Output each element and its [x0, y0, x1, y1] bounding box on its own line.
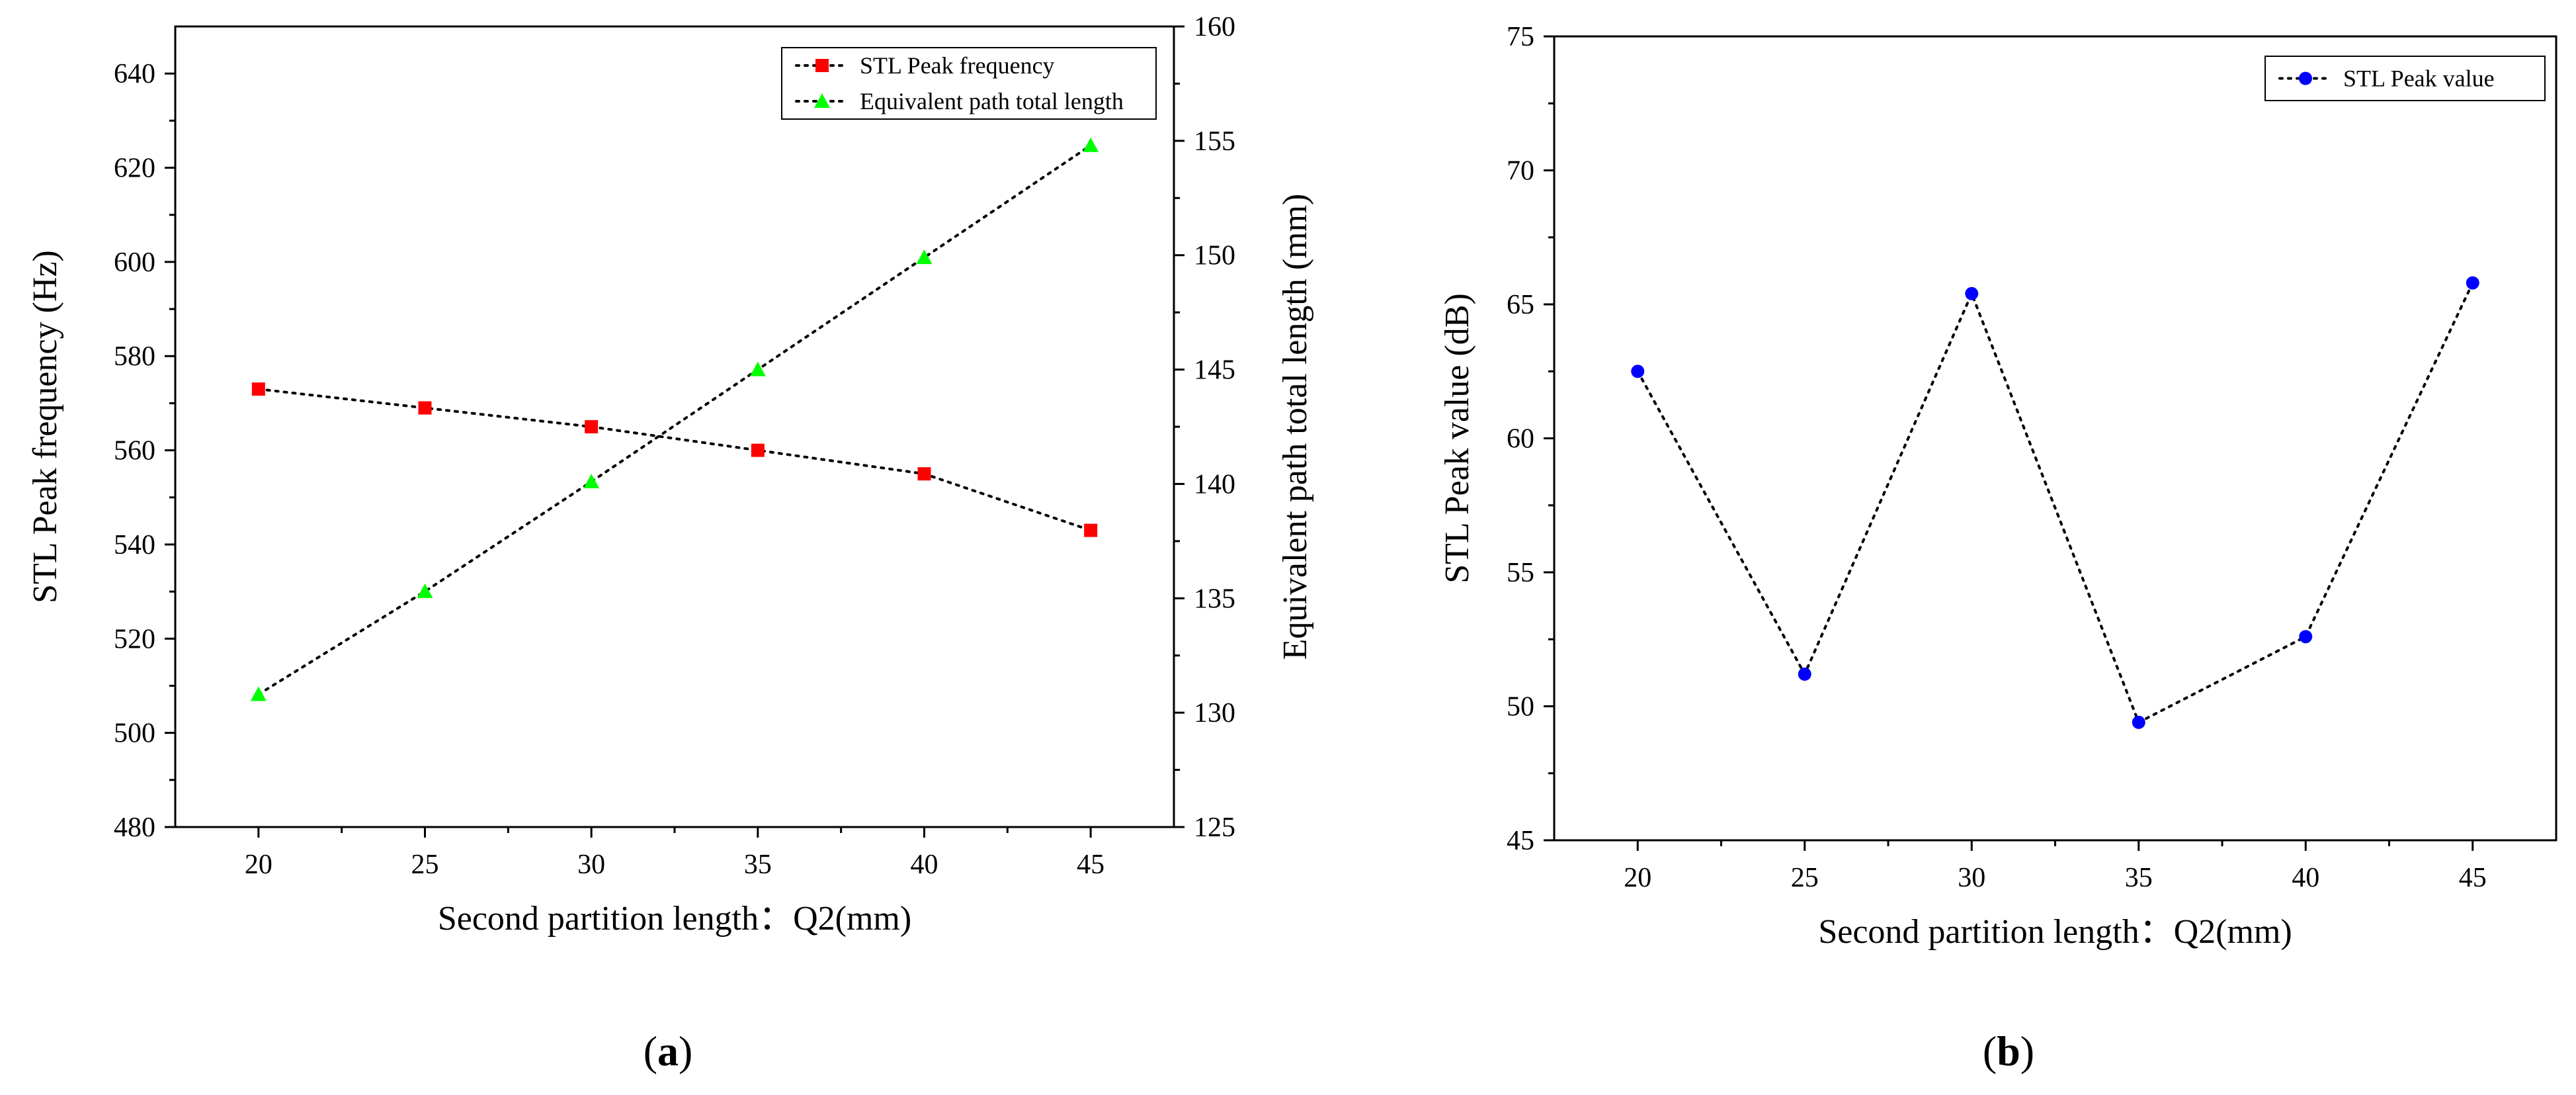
series-line: [257, 144, 1093, 696]
panel-label: (a): [644, 1028, 693, 1074]
y-tick-label: 55: [1507, 558, 1534, 588]
panel-label-close: ): [679, 1028, 692, 1074]
data-point: [2132, 715, 2145, 729]
x-tick-label: 40: [2292, 863, 2319, 893]
legend-box: [781, 47, 1157, 120]
y-tick-label: 620: [114, 153, 155, 184]
x-tick-label: 40: [911, 850, 938, 880]
data-point: [1798, 667, 1811, 681]
panel-label-close: ): [2020, 1028, 2034, 1074]
data-point: [1083, 137, 1099, 152]
y-axis-label: STL Peak value (dB): [1438, 293, 1476, 584]
chart-panel-b: 20 25 30 35 40 45 45 50 55 60 65 70 75 STL Peak value…: [1438, 22, 2557, 1074]
y-tick-label: 520: [114, 624, 155, 654]
x-tick-label: 25: [411, 850, 439, 880]
x-tick-label: 30: [1958, 863, 1985, 893]
y-tick-label: 480: [114, 812, 155, 843]
y-tick-label: 50: [1507, 692, 1534, 723]
y-right-tick-label: 135: [1194, 584, 1235, 614]
y-tick-label: 75: [1507, 22, 1534, 52]
legend-label: Equivalent path total length: [860, 88, 1124, 114]
data-point: [1084, 523, 1098, 537]
data-point: [751, 443, 765, 457]
legend-marker: [2299, 71, 2312, 85]
panel-label-open: (: [644, 1028, 657, 1074]
y-right-axis-label: Equivalent path total length (mm): [1276, 194, 1314, 660]
data-point: [1965, 286, 1979, 300]
plot-frame: [1553, 35, 2557, 842]
data-point: [749, 361, 766, 376]
data-point: [585, 420, 599, 433]
data-point: [583, 473, 600, 488]
y-right-tick-label: 140: [1194, 469, 1235, 500]
y-right-tick-label: 125: [1194, 812, 1235, 843]
y-right-tick-label: 130: [1194, 698, 1235, 728]
y-tick-label: 500: [114, 719, 155, 749]
panel-label-letter: b: [1997, 1028, 2020, 1074]
x-tick-label: 35: [2125, 863, 2153, 893]
x-tick-label: 25: [1791, 863, 1819, 893]
y-tick-label: 70: [1507, 156, 1534, 187]
x-axis-label: Second partition length：Q2(mm): [1818, 913, 2292, 951]
x-tick-label: 30: [577, 850, 605, 880]
y-tick-label: 560: [114, 436, 155, 466]
x-tick-label: 35: [744, 850, 772, 880]
data-point: [916, 249, 933, 265]
y-tick-label: 580: [114, 341, 155, 372]
y-tick-label: 540: [114, 530, 155, 560]
y-right-tick-label: 155: [1194, 126, 1235, 157]
data-point: [917, 467, 931, 481]
legend-marker: [814, 93, 830, 108]
data-point: [1631, 365, 1645, 378]
legend-marker: [815, 59, 829, 72]
panel-label: (b): [1983, 1028, 2034, 1074]
legend-label: STL Peak value: [2343, 66, 2495, 92]
data-point: [2299, 630, 2313, 644]
data-point: [251, 382, 265, 396]
plot-frame: [174, 25, 1175, 828]
x-tick-label: 45: [2459, 863, 2487, 893]
data-point: [250, 686, 267, 701]
y-tick-label: 600: [114, 247, 155, 278]
x-tick-label: 45: [1077, 850, 1104, 880]
y-right-tick-label: 160: [1194, 12, 1235, 42]
y-tick-label: 640: [114, 59, 155, 89]
panel-label-open: (: [1983, 1028, 1997, 1074]
y-tick-label: 45: [1507, 826, 1534, 856]
data-point: [2466, 276, 2479, 290]
y-axis-label: STL Peak frequency (Hz): [26, 250, 64, 603]
x-axis-label: Second partition length：Q2(mm): [438, 900, 911, 938]
series-line: [1636, 281, 2474, 724]
chart-panel-a: 20 25 30 35 40 45 480 500 520 540 560 580 600 620 640 1…: [26, 12, 1314, 1074]
data-point: [417, 583, 433, 598]
x-tick-label: 20: [1624, 863, 1651, 893]
y-right-tick-label: 145: [1194, 355, 1235, 386]
data-point: [418, 401, 432, 415]
y-tick-label: 65: [1507, 290, 1534, 320]
series-line: [257, 388, 1093, 532]
panel-label-letter: a: [657, 1028, 679, 1074]
y-right-tick-label: 150: [1194, 241, 1235, 271]
x-tick-label: 20: [245, 850, 272, 880]
legend-label: STL Peak frequency: [860, 52, 1055, 79]
y-tick-label: 60: [1507, 424, 1534, 455]
